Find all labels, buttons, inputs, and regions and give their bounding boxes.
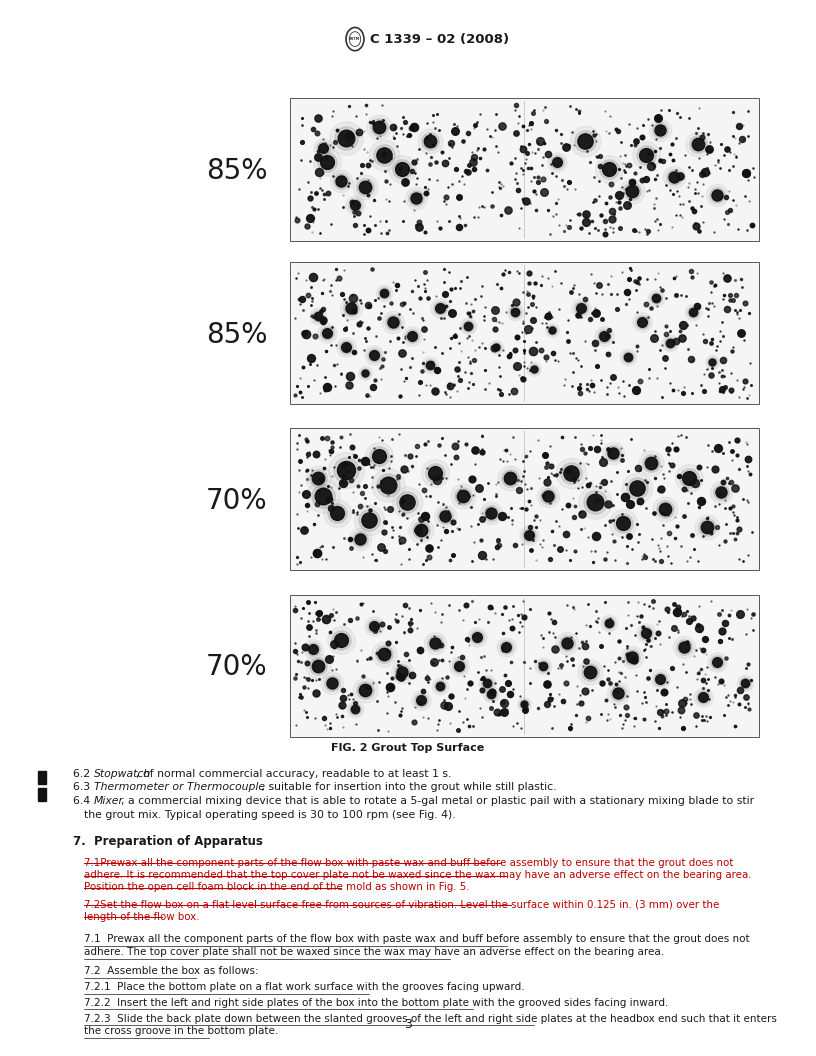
Text: FIG. 2 Grout Top Surface: FIG. 2 Grout Top Surface	[331, 742, 485, 753]
Text: 7.2  Assemble the box as follows:: 7.2 Assemble the box as follows:	[84, 966, 259, 976]
Text: Mixer: Mixer	[94, 796, 124, 806]
Text: 7.  Preparation of Apparatus: 7. Preparation of Apparatus	[73, 834, 264, 848]
Text: 70%: 70%	[206, 487, 268, 514]
Bar	[38, 788, 46, 800]
Text: 7.2.3  Slide the back plate down between the slanted grooves of the left and rig: 7.2.3 Slide the back plate down between …	[84, 1014, 777, 1023]
Text: adhere. It is recommended that the top cover plate not be waxed since the wax ma: adhere. It is recommended that the top c…	[84, 870, 752, 880]
Text: 7.1Prewax all the component parts of the flow box with paste wax and buff before: 7.1Prewax all the component parts of the…	[84, 857, 734, 868]
Bar	[290, 262, 759, 404]
Text: 7.2.1  Place the bottom plate on a flat work surface with the grooves facing upw: 7.2.1 Place the bottom plate on a flat w…	[84, 982, 525, 992]
Text: 70%: 70%	[206, 654, 268, 681]
Text: 6.3: 6.3	[73, 782, 98, 792]
Bar	[290, 428, 759, 570]
Bar	[290, 98, 759, 241]
Text: adhere. The top cover plate shall not be waxed since the wax may have an adverse: adhere. The top cover plate shall not be…	[84, 947, 664, 957]
Text: 6.4: 6.4	[73, 796, 98, 806]
Text: 85%: 85%	[206, 157, 268, 185]
Text: 85%: 85%	[206, 321, 268, 348]
Text: C 1339 – 02 (2008): C 1339 – 02 (2008)	[370, 33, 508, 45]
Text: 7.2.2  Insert the left and right side plates of the box into the bottom plate wi: 7.2.2 Insert the left and right side pla…	[84, 998, 668, 1007]
Text: length of the flow box.: length of the flow box.	[84, 911, 200, 922]
Text: 7.1  Prewax all the component parts of the flow box with paste wax and buff befo: 7.1 Prewax all the component parts of th…	[84, 935, 750, 944]
Text: the cross groove in the bottom plate.: the cross groove in the bottom plate.	[84, 1026, 278, 1036]
Text: , of normal commercial accuracy, readable to at least 1 s.: , of normal commercial accuracy, readabl…	[136, 769, 451, 778]
Text: ASTM: ASTM	[349, 37, 361, 41]
Text: , a commercial mixing device that is able to rotate a 5-gal metal or plastic pai: , a commercial mixing device that is abl…	[121, 796, 754, 806]
Text: 3: 3	[404, 1018, 412, 1031]
Text: 6.2: 6.2	[73, 769, 98, 778]
Text: the grout mix. Typical operating speed is 30 to 100 rpm (see Fig. 4).: the grout mix. Typical operating speed i…	[84, 810, 455, 819]
Bar	[38, 771, 46, 784]
Text: , suitable for insertion into the grout while still plastic.: , suitable for insertion into the grout …	[258, 782, 557, 792]
Text: 7.2Set the flow box on a flat level surface free from sources of vibration. Leve: 7.2Set the flow box on a flat level surf…	[84, 900, 720, 909]
Text: Stopwatch: Stopwatch	[94, 769, 151, 778]
Bar	[290, 595, 759, 737]
Text: Thermometer or Thermocouple: Thermometer or Thermocouple	[94, 782, 265, 792]
Text: Position the open cell foam block in the end of the mold as shown in Fig. 5.: Position the open cell foam block in the…	[84, 882, 469, 892]
